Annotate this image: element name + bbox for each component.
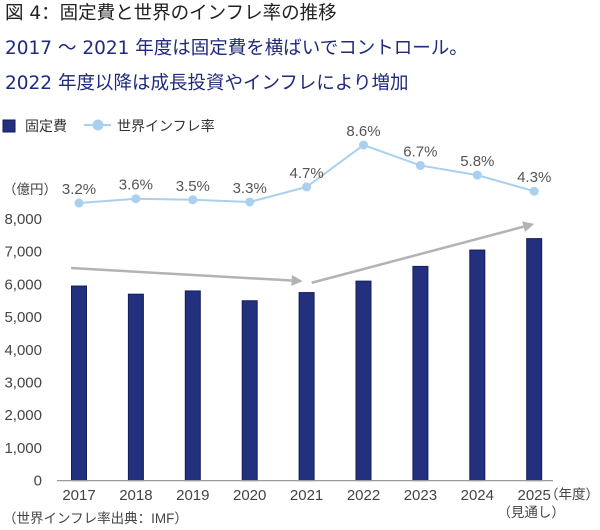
inflation-data-label: 3.3% <box>233 180 267 197</box>
x-tick-label: 2024 <box>461 487 494 504</box>
bar-2019 <box>184 290 201 482</box>
headline-line-1: 2017 ～ 2021 年度は固定費を横ばいでコントロール。 <box>5 38 468 59</box>
bar-2021 <box>298 292 315 482</box>
figure-title: 図 4：固定費と世界のインフレ率の推移 <box>5 3 337 24</box>
trend-arrows <box>70 221 535 287</box>
bar-2024 <box>469 249 486 482</box>
x-tick-label: 2019 <box>176 487 209 504</box>
inflation-point-2025 <box>529 186 539 196</box>
bar-2025 <box>526 238 543 482</box>
inflation-point-2021 <box>302 182 312 192</box>
y-tick-label: 5,000 <box>4 309 42 326</box>
x-tick-label: 2021 <box>290 487 323 504</box>
x-tick-sublabel: （見通し） <box>497 505 565 520</box>
inflation-data-label: 3.6% <box>119 177 153 194</box>
inflation-data-label: 4.7% <box>289 165 323 182</box>
inflation-point-2022 <box>359 140 368 150</box>
legend-line-marker <box>92 119 104 131</box>
x-axis-unit-label: （年度） <box>545 487 599 502</box>
y-axis: （億円） 0 1,000 2,000 3,000 4,000 5,000 6,000 7,000… <box>3 182 57 490</box>
legend-label-inflation: 世界インフレ率 <box>117 118 215 134</box>
y-axis-unit-label: （億円） <box>3 182 57 197</box>
bar-2017 <box>71 285 87 482</box>
x-tick-label: 2025 <box>518 487 551 504</box>
bar-2023 <box>412 265 429 482</box>
trend-arrow-shaft <box>70 266 292 282</box>
y-tick-label: 2,000 <box>4 407 42 424</box>
x-tick-label: 2017 <box>62 487 95 504</box>
line-series-world-inflation: 3.2% 3.6% 3.5% 3.3% 4.7% 8.6% 6.7% 5.8% 4.3% <box>62 123 551 208</box>
legend: 固定費 世界インフレ率 <box>2 118 215 134</box>
bar-2018 <box>127 293 144 482</box>
inflation-data-label: 5.8% <box>460 153 494 170</box>
x-tick-label: 2020 <box>233 487 266 504</box>
x-axis: 2017 2018 2019 2020 2021 2022 2023 2024 2025（見通し… <box>57 480 599 520</box>
bar-2022 <box>355 280 372 482</box>
inflation-data-label: 3.2% <box>62 181 96 198</box>
inflation-data-label: 3.5% <box>176 178 210 195</box>
inflation-point-2017 <box>74 198 84 208</box>
bar-2020 <box>241 300 258 482</box>
inflation-point-2020 <box>245 197 255 207</box>
headline-line-2: 2022 年度以降は成長投資やインフレにより増加 <box>5 73 409 94</box>
x-tick-label: 2022 <box>347 487 380 504</box>
inflation-data-label: 4.3% <box>517 169 551 186</box>
legend-bar-swatch <box>2 119 16 133</box>
notes: （世界インフレ率出典：IMF） <box>3 510 188 526</box>
source-note: （世界インフレ率出典：IMF） <box>3 510 188 526</box>
x-tick-label: 2018 <box>119 487 152 504</box>
inflation-point-2024 <box>472 170 482 180</box>
y-tick-label: 4,000 <box>4 342 42 359</box>
inflation-point-2023 <box>415 160 425 170</box>
trend-arrow-shaft <box>311 225 524 284</box>
bar-series-fixed-cost <box>71 238 543 482</box>
legend-label-fixed-cost: 固定費 <box>25 118 67 134</box>
y-tick-label: 3,000 <box>4 375 42 392</box>
inflation-point-2018 <box>131 194 141 204</box>
trend-arrow-head <box>291 275 303 287</box>
inflation-point-2019 <box>188 195 198 205</box>
y-tick-label: 6,000 <box>4 276 42 293</box>
inflation-data-label: 8.6% <box>346 123 380 140</box>
y-tick-label: 0 <box>34 473 42 490</box>
y-tick-label: 7,000 <box>4 244 42 261</box>
y-tick-label: 1,000 <box>4 440 42 457</box>
x-tick-label: 2023 <box>404 487 437 504</box>
inflation-data-label: 6.7% <box>403 143 437 160</box>
trend-arrow-head <box>522 221 535 233</box>
y-tick-label: 8,000 <box>4 211 42 228</box>
